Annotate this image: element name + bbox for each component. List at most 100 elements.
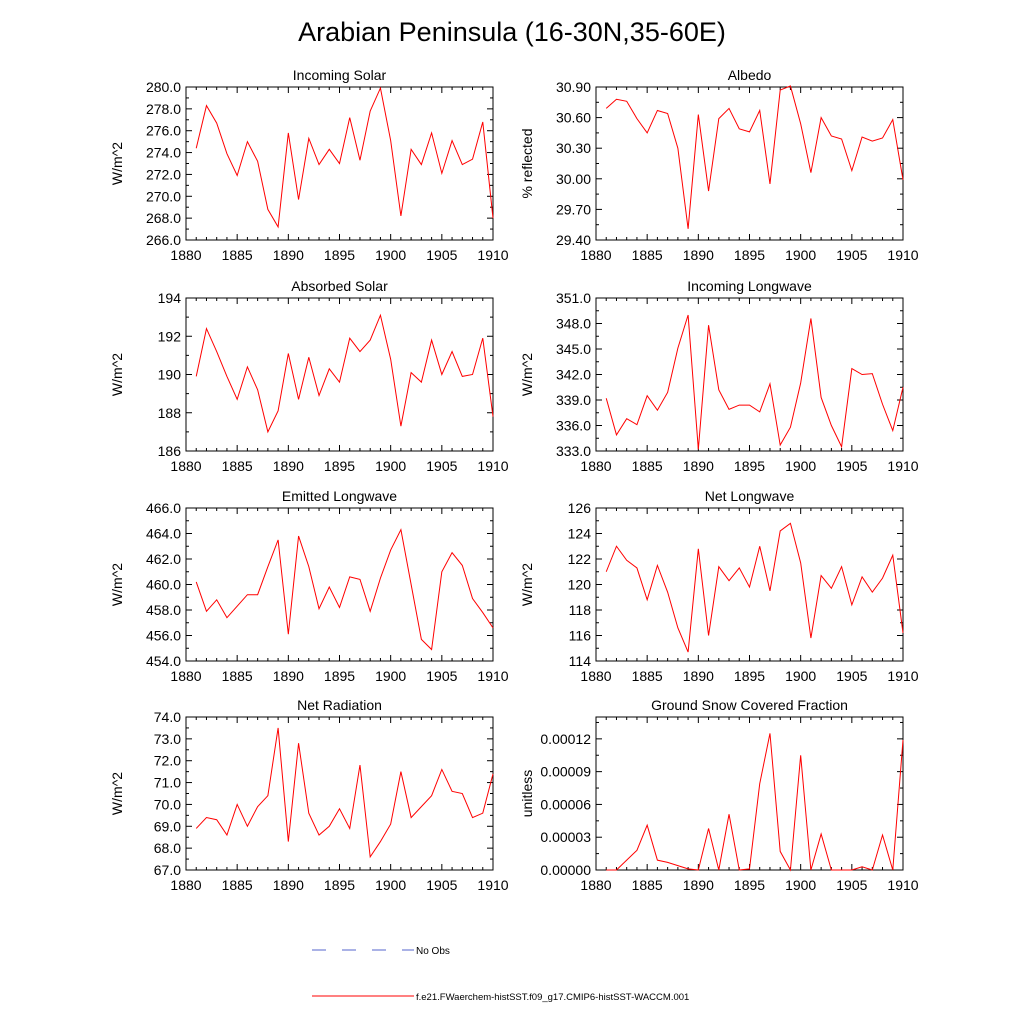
x-tick-label: 1910 <box>887 247 918 263</box>
y-tick-label: 190 <box>158 367 182 383</box>
y-axis-label: W/m^2 <box>109 563 125 606</box>
series-line <box>195 727 494 859</box>
legend-model-label: f.e21.FWaerchem-histSST.f09_g17.CMIP6-hi… <box>416 992 689 1003</box>
y-tick-label: 124 <box>568 526 592 542</box>
x-tick-label: 1910 <box>887 877 918 893</box>
x-tick-label: 1890 <box>683 247 714 263</box>
series-line <box>606 733 904 872</box>
panel-title: Net Longwave <box>705 488 795 504</box>
x-tick-label: 1900 <box>375 458 406 474</box>
panel-incoming-longwave: Incoming Longwave W/m^2 1880 1885 1890 1895 19… <box>519 278 919 474</box>
x-tick-label: 1910 <box>887 458 918 474</box>
y-tick-label: 464.0 <box>146 526 181 542</box>
y-tick-label: 456.0 <box>146 628 181 644</box>
series-line <box>605 314 904 450</box>
y-tick-label: 30.60 <box>556 110 591 126</box>
panel-title: Net Radiation <box>297 697 382 713</box>
x-tick-label: 1890 <box>273 668 304 684</box>
x-tick-label: 1905 <box>836 458 867 474</box>
y-tick-label: 73.0 <box>154 731 181 747</box>
y-tick-label: 72.0 <box>154 753 181 769</box>
x-tick-label: 1905 <box>836 247 867 263</box>
y-tick-label: 462.0 <box>146 551 181 567</box>
x-tick-label: 1885 <box>632 458 663 474</box>
x-tick-label: 1910 <box>887 668 918 684</box>
x-tick-label: 1880 <box>580 877 611 893</box>
x-tick-label: 1885 <box>222 458 253 474</box>
panel-net-radiation: Net Radiation W/m^2 1880 1885 1890 1895 1900 19… <box>109 697 509 893</box>
y-tick-label: 268.0 <box>146 210 181 226</box>
y-tick-label: 120 <box>568 577 592 593</box>
x-tick-label: 1900 <box>375 247 406 263</box>
y-tick-label: 266.0 <box>146 232 181 248</box>
x-tick-label: 1885 <box>222 668 253 684</box>
plot-frame <box>595 716 904 871</box>
x-tick-label: 1880 <box>580 458 611 474</box>
y-tick-label: 278.0 <box>146 101 181 117</box>
y-tick-label: 348.0 <box>556 316 591 332</box>
y-tick-label: 188 <box>158 405 182 421</box>
panel-albedo: Albedo % reflected 1880 1885 1890 1895 1900 190… <box>519 67 919 263</box>
panel-title: Incoming Solar <box>293 67 387 83</box>
y-tick-label: 30.30 <box>556 140 591 156</box>
series-line <box>605 522 904 653</box>
y-tick-label: 274.0 <box>146 145 181 161</box>
panel-title: Ground Snow Covered Fraction <box>651 697 848 713</box>
x-tick-label: 1895 <box>734 668 765 684</box>
legend-no-obs-label: No Obs <box>416 946 450 957</box>
y-tick-label: 114 <box>569 653 592 669</box>
y-tick-label: 458.0 <box>146 602 181 618</box>
plot-frame <box>595 86 904 241</box>
x-tick-label: 1895 <box>734 877 765 893</box>
y-tick-label: 0.00003 <box>540 829 591 845</box>
y-tick-label: 116 <box>569 628 592 644</box>
y-tick-label: 126 <box>568 500 592 516</box>
x-tick-label: 1885 <box>632 668 663 684</box>
x-tick-label: 1905 <box>836 877 867 893</box>
main-title: Arabian Peninsula (16-30N,35-60E) <box>298 17 726 47</box>
y-tick-label: 466.0 <box>146 500 181 516</box>
series-line <box>195 313 494 434</box>
panel-absorbed-solar: Absorbed Solar W/m^2 1880 1885 1890 1895 1900 1… <box>109 278 509 474</box>
x-tick-label: 1910 <box>477 668 508 684</box>
panels-group: Incoming Solar W/m^2 1880 1885 1890 1895 1900 1… <box>109 67 919 893</box>
x-tick-label: 1895 <box>324 668 355 684</box>
y-tick-label: 270.0 <box>146 188 181 204</box>
x-tick-label: 1910 <box>477 247 508 263</box>
x-tick-label: 1900 <box>375 668 406 684</box>
y-tick-label: 67.0 <box>154 862 181 878</box>
x-tick-label: 1885 <box>222 247 253 263</box>
y-tick-label: 345.0 <box>556 341 591 357</box>
y-tick-label: 194 <box>158 290 182 306</box>
x-tick-label: 1910 <box>477 458 508 474</box>
x-tick-label: 1890 <box>273 247 304 263</box>
x-tick-label: 1905 <box>426 668 457 684</box>
y-axis-label: W/m^2 <box>109 772 125 815</box>
plot-frame <box>185 297 494 452</box>
series-line <box>605 85 904 229</box>
x-tick-label: 1880 <box>170 668 201 684</box>
x-tick-label: 1885 <box>222 877 253 893</box>
y-tick-label: 280.0 <box>146 79 181 95</box>
x-tick-label: 1905 <box>426 247 457 263</box>
plot-frame <box>185 716 494 871</box>
y-tick-label: 29.40 <box>556 232 591 248</box>
y-tick-label: 351.0 <box>556 290 591 306</box>
panel-title: Absorbed Solar <box>291 278 388 294</box>
y-tick-label: 0.00006 <box>540 796 591 812</box>
y-tick-label: 0.00009 <box>540 764 591 780</box>
x-tick-label: 1880 <box>580 668 611 684</box>
y-tick-label: 333.0 <box>556 443 591 459</box>
x-tick-label: 1885 <box>632 247 663 263</box>
y-axis-label: unitless <box>519 770 535 817</box>
y-tick-label: 118 <box>569 602 592 618</box>
y-tick-label: 192 <box>158 328 182 344</box>
y-axis-label: W/m^2 <box>109 142 125 185</box>
panel-ground-snow-covered-fraction: Ground Snow Covered Fraction unitless 1880… <box>519 697 919 893</box>
x-tick-label: 1900 <box>785 458 816 474</box>
y-tick-label: 186 <box>158 443 182 459</box>
y-axis-label: W/m^2 <box>109 353 125 396</box>
x-tick-label: 1890 <box>683 668 714 684</box>
y-axis-label: % reflected <box>519 128 535 198</box>
